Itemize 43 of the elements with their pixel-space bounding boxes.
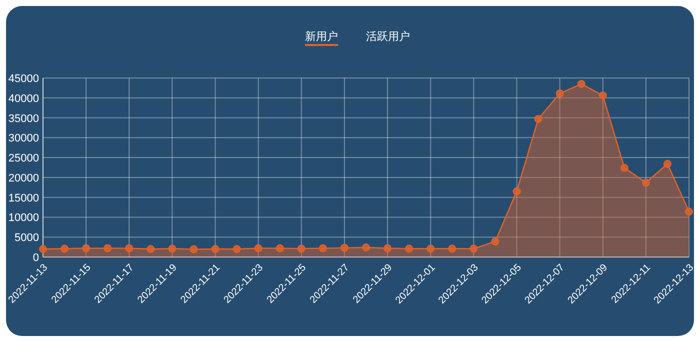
y-tick-label: 5000 [14, 232, 39, 244]
point [146, 245, 155, 254]
point [534, 114, 542, 123]
y-tick-label: 30000 [8, 132, 39, 145]
point [318, 244, 327, 252]
point [598, 92, 607, 100]
point [82, 244, 90, 252]
point [276, 244, 284, 252]
point [405, 244, 414, 253]
point [426, 244, 435, 253]
legend-item: 活跃用户 [366, 31, 410, 43]
point [340, 244, 348, 252]
point [297, 244, 306, 253]
point [663, 160, 672, 168]
y-tick-label: 15000 [8, 192, 39, 204]
point [577, 80, 586, 88]
legend-item: 新用户 [305, 31, 338, 46]
point [512, 187, 521, 196]
point [168, 244, 176, 253]
y-tick-label: 0 [32, 252, 39, 264]
point [125, 244, 134, 252]
point [448, 244, 456, 253]
point [254, 244, 262, 252]
point [685, 208, 693, 216]
point [211, 245, 220, 254]
point [642, 178, 650, 187]
point [470, 244, 478, 253]
point [556, 90, 564, 98]
point [190, 245, 198, 254]
point [620, 164, 628, 172]
y-tick-label: 20000 [8, 172, 39, 184]
y-tick-label: 45000 [8, 73, 39, 85]
y-tick-label: 40000 [8, 92, 39, 105]
y-tick-label: 35000 [8, 112, 39, 125]
y-tick-label: 10000 [8, 212, 39, 224]
y-tick-label: 25000 [8, 152, 39, 165]
point [491, 237, 500, 246]
point [60, 244, 69, 253]
point [39, 245, 47, 254]
point [104, 244, 112, 252]
point [384, 244, 392, 252]
point [232, 245, 241, 254]
point [362, 243, 370, 252]
